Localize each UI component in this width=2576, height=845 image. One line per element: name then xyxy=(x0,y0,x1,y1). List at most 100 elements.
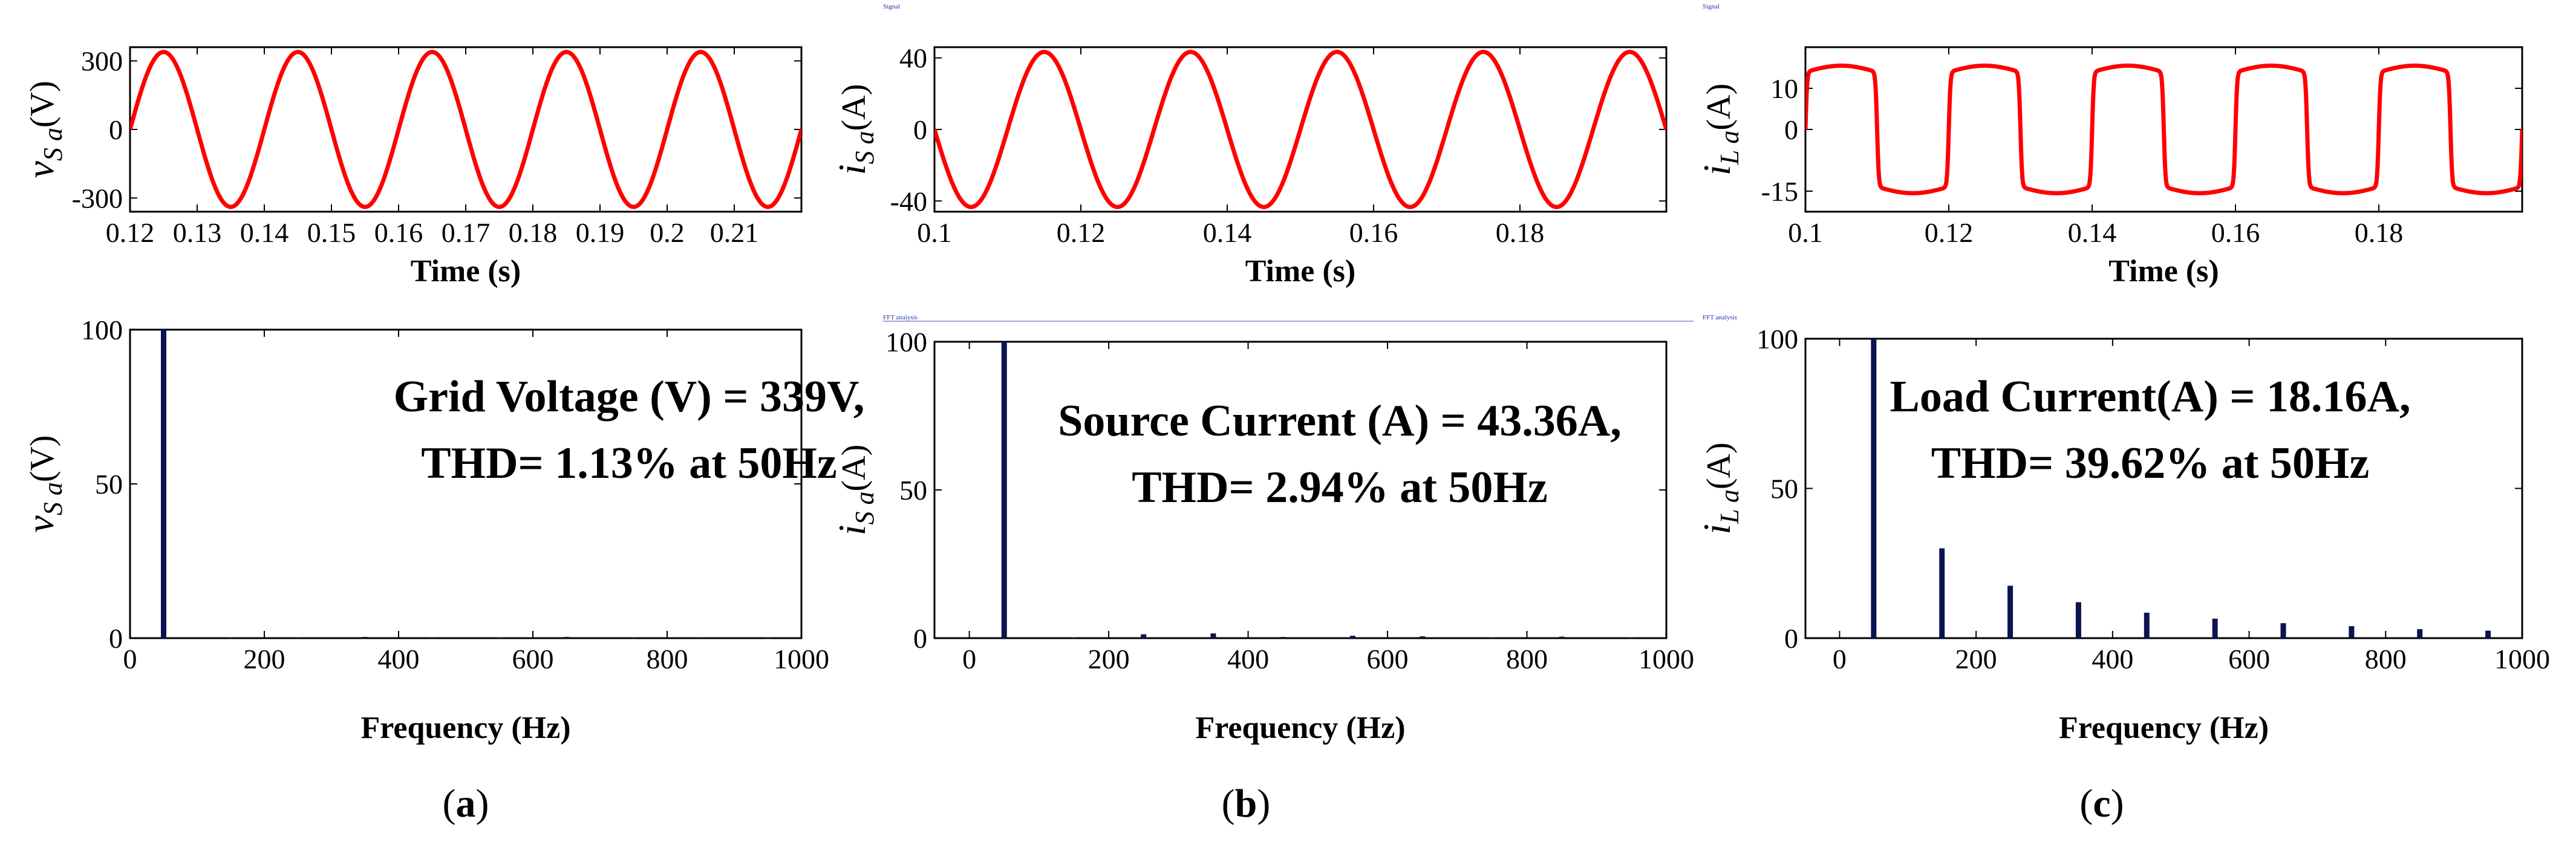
annotation-line-2: THD= 2.94% at 50Hz xyxy=(1132,463,1548,512)
waveform-line-iLa xyxy=(1805,64,2522,195)
x-tick-label: 400 xyxy=(2092,644,2133,674)
chart-c-top: 0.1 0.12 0.14 0.16 0.18 -15 0 10 Time (s) iL a(A) xyxy=(1695,46,2523,289)
signal-label-c: Signal xyxy=(1703,3,1720,10)
x-tick-label: 0.16 xyxy=(2211,217,2260,248)
caption-c: (c) xyxy=(2079,781,2124,826)
x-axis-label: Frequency (Hz) xyxy=(1195,711,1405,745)
y-axis-label: iL a(A) xyxy=(1695,442,1744,534)
harmonic-bar xyxy=(765,637,771,639)
x-tick-label: 600 xyxy=(1367,644,1409,674)
y-axis-sub: L a xyxy=(1715,489,1744,524)
y-tick-label: 0 xyxy=(109,623,123,654)
x-tick-label: 0.15 xyxy=(307,217,356,248)
x-tick-label: 0.2 xyxy=(650,217,685,248)
harmonic-bar xyxy=(429,637,435,638)
captions: (a) (b) (c) xyxy=(443,781,2124,826)
y-tick-label: -300 xyxy=(72,183,123,214)
fft-label-b: FFT analysis xyxy=(883,314,918,321)
y-tick-label: 0 xyxy=(1784,623,1798,654)
y-axis-sub: S a xyxy=(38,482,68,515)
x-tick-label: 0 xyxy=(962,644,976,674)
y-axis-var: i xyxy=(830,164,873,175)
x-tick-label: 400 xyxy=(378,644,420,674)
x-tick-label: 0.12 xyxy=(1925,217,1974,248)
harmonic-bar xyxy=(2485,630,2491,638)
x-tick-label: 800 xyxy=(1506,644,1548,674)
x-tick-label: 800 xyxy=(2365,644,2407,674)
x-tick-label: 1000 xyxy=(2494,644,2550,674)
x-tick-label: 0.18 xyxy=(1496,217,1545,248)
y-axis-var: v xyxy=(19,515,62,533)
harmonic-bar xyxy=(1001,342,1007,638)
harmonic-bar xyxy=(2007,586,2014,638)
y-axis-label: vS a(V) xyxy=(19,435,68,532)
y-axis-sub: S a xyxy=(850,491,879,524)
y-axis-unit: (A) xyxy=(835,445,873,492)
x-tick-label: 0 xyxy=(1833,644,1847,674)
harmonic-bar xyxy=(295,637,301,638)
x-tick-label: 600 xyxy=(2228,644,2270,674)
x-tick-label: 0.17 xyxy=(442,217,491,248)
annotation-line-2: THD= 1.13% at 50Hz xyxy=(421,439,837,488)
caption-a: (a) xyxy=(443,781,489,826)
caption-close: ) xyxy=(2111,781,2124,826)
y-axis-sub: S a xyxy=(38,128,68,161)
x-axis-label: Frequency (Hz) xyxy=(360,711,570,745)
harmonic-bar xyxy=(2075,602,2081,638)
x-tick-label: 0.19 xyxy=(576,217,625,248)
x-tick-label: 0.1 xyxy=(1788,217,1823,248)
fft-label-c: FFT analysis xyxy=(1703,314,1737,321)
caption-letter: b xyxy=(1235,781,1257,826)
x-axis-label: Time (s) xyxy=(411,254,521,289)
y-axis-unit: (A) xyxy=(1700,442,1738,489)
caption-open: ( xyxy=(1222,781,1235,826)
harmonic-bar xyxy=(228,637,233,639)
x-tick-label: 200 xyxy=(1955,644,1997,674)
x-tick-label: 0 xyxy=(123,644,137,674)
harmonic-bar xyxy=(1210,633,1216,638)
y-tick-label: 100 xyxy=(1756,324,1798,354)
annotation-line-1: Grid Voltage (V) = 339V, xyxy=(394,372,865,422)
y-tick-label: 50 xyxy=(95,469,123,500)
x-tick-label: 0.14 xyxy=(1203,217,1252,248)
x-tick-label: 0.14 xyxy=(2068,217,2117,248)
y-tick-label: 100 xyxy=(81,315,123,345)
harmonic-bar xyxy=(1280,637,1286,638)
y-tick-label: -15 xyxy=(1761,176,1798,207)
y-axis-label: iS a(A) xyxy=(830,445,879,536)
waveform-line-iSa xyxy=(934,50,1666,209)
y-tick-label: 50 xyxy=(1770,474,1798,504)
y-axis-unit: (V) xyxy=(24,80,61,128)
annotation-line-1: Load Current(A) = 18.16A, xyxy=(1890,372,2411,422)
x-tick-label: 600 xyxy=(512,644,554,674)
chart-a-bottom: 0 200 400 600 800 1000 0 50 100 Frequency (Hz) vS … xyxy=(19,315,864,745)
y-tick-label: 300 xyxy=(81,46,123,77)
panels: 0.12 0.13 0.14 0.15 0.16 0.17 0.18 0.19 0.2 0.21 -… xyxy=(19,43,2550,745)
y-tick-label: 0 xyxy=(109,114,123,145)
harmonic-bar xyxy=(1628,637,1634,639)
x-tick-label: 0.1 xyxy=(917,217,952,248)
harmonic-bar xyxy=(362,636,368,638)
x-tick-label: 0.12 xyxy=(106,217,155,248)
harmonic-bar xyxy=(2349,626,2355,638)
x-tick-label: 0.16 xyxy=(374,217,423,248)
y-axis-var: i xyxy=(830,524,873,535)
harmonic-bar xyxy=(1489,637,1495,639)
caption-close: ) xyxy=(1257,781,1270,826)
harmonic-bar xyxy=(1420,636,1426,638)
x-tick-label: 200 xyxy=(244,644,285,674)
y-tick-label: 0 xyxy=(913,623,927,654)
harmonic-bar xyxy=(564,636,569,638)
x-tick-label: 0.14 xyxy=(240,217,289,248)
caption-close: ) xyxy=(476,781,489,826)
caption-letter: a xyxy=(456,781,476,826)
harmonic-bar xyxy=(1559,636,1565,638)
caption-letter: c xyxy=(2093,781,2110,826)
x-axis-label: Frequency (Hz) xyxy=(2059,711,2269,745)
y-tick-label: 0 xyxy=(1784,114,1798,145)
y-axis-var: v xyxy=(19,161,62,178)
harmonic-bar xyxy=(1871,339,1877,638)
y-axis-label: iL a(A) xyxy=(1695,83,1744,175)
chart-b-top: 0.1 0.12 0.14 0.16 0.18 -40 0 40 Time (s) iS a(A) xyxy=(830,43,1668,289)
